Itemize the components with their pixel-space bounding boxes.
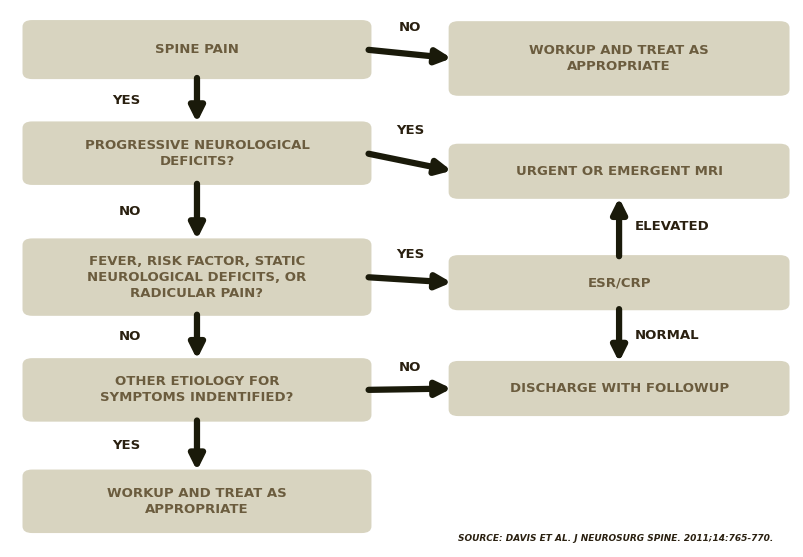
Text: NO: NO (398, 361, 421, 374)
FancyBboxPatch shape (22, 358, 371, 422)
FancyBboxPatch shape (22, 121, 371, 185)
Text: NO: NO (398, 21, 421, 34)
FancyBboxPatch shape (22, 470, 371, 533)
Text: NO: NO (118, 330, 141, 344)
FancyBboxPatch shape (22, 238, 371, 316)
Text: YES: YES (395, 248, 424, 261)
Text: WORKUP AND TREAT AS
APPROPRIATE: WORKUP AND TREAT AS APPROPRIATE (528, 44, 708, 73)
Text: YES: YES (112, 439, 141, 452)
Text: PROGRESSIVE NEUROLOGICAL
DEFICITS?: PROGRESSIVE NEUROLOGICAL DEFICITS? (84, 139, 309, 168)
Text: SPINE PAIN: SPINE PAIN (155, 43, 238, 56)
Text: DISCHARGE WITH FOLLOWUP: DISCHARGE WITH FOLLOWUP (509, 382, 728, 395)
Text: SOURCE: DAVIS ET AL. J NEUROSURG SPINE. 2011;14:765-770.: SOURCE: DAVIS ET AL. J NEUROSURG SPINE. … (458, 534, 772, 543)
FancyBboxPatch shape (448, 144, 789, 199)
FancyBboxPatch shape (448, 361, 789, 416)
FancyBboxPatch shape (22, 20, 371, 79)
Text: FEVER, RISK FACTOR, STATIC
NEUROLOGICAL DEFICITS, OR
RADICULAR PAIN?: FEVER, RISK FACTOR, STATIC NEUROLOGICAL … (88, 255, 306, 300)
Text: WORKUP AND TREAT AS
APPROPRIATE: WORKUP AND TREAT AS APPROPRIATE (107, 487, 287, 516)
Text: URGENT OR EMERGENT MRI: URGENT OR EMERGENT MRI (515, 165, 722, 178)
Text: ESR/CRP: ESR/CRP (587, 276, 650, 289)
Text: ELEVATED: ELEVATED (634, 221, 709, 233)
Text: NORMAL: NORMAL (634, 329, 699, 342)
Text: OTHER ETIOLOGY FOR
SYMPTOMS INDENTIFIED?: OTHER ETIOLOGY FOR SYMPTOMS INDENTIFIED? (100, 375, 293, 404)
Text: YES: YES (112, 94, 141, 107)
FancyBboxPatch shape (448, 21, 789, 96)
Text: NO: NO (118, 205, 141, 218)
FancyBboxPatch shape (448, 255, 789, 310)
Text: YES: YES (395, 124, 424, 138)
